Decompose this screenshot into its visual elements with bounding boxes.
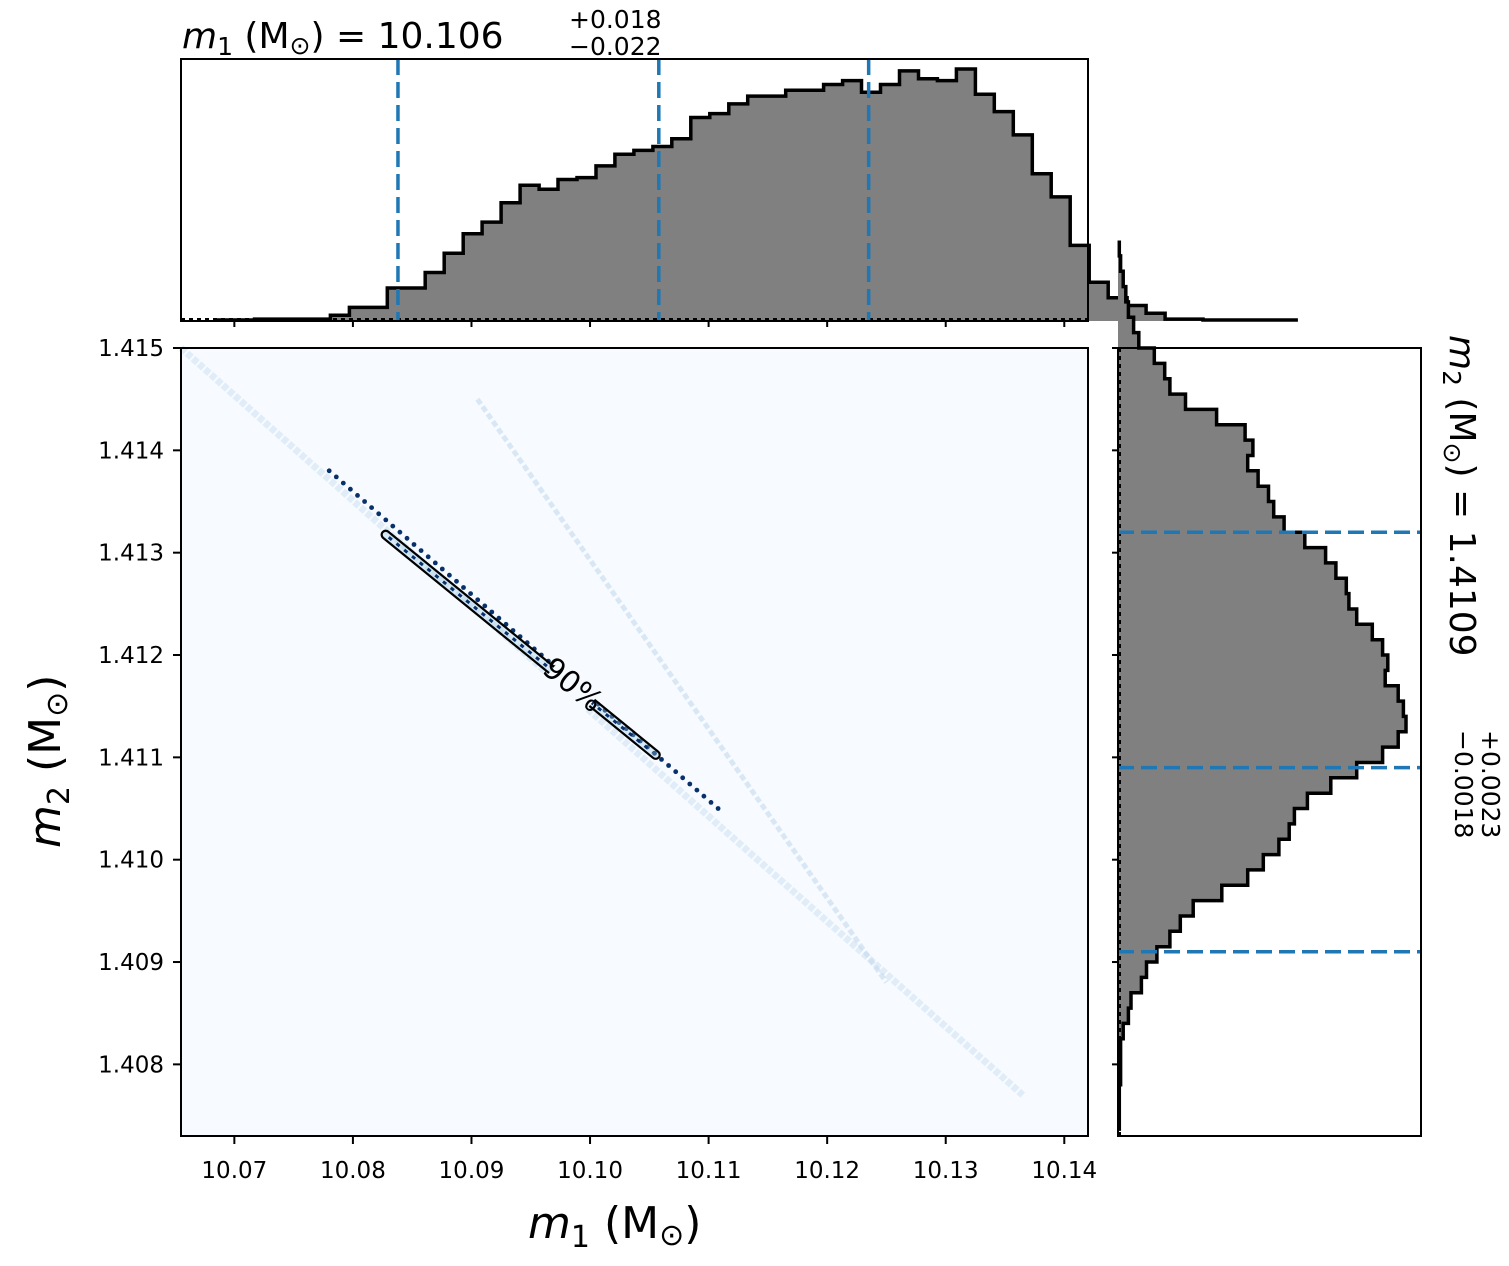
sample-point [362,499,367,504]
top-histogram-fill [216,69,1298,321]
x-tick-label: 10.12 [794,1158,860,1184]
y-tick-label: 1.409 [98,950,164,976]
sample-point [673,769,679,775]
x-tick-label: 10.07 [201,1158,267,1184]
y-tick-label: 1.413 [98,541,164,567]
title-sun-symbol: ⊙ [290,31,311,60]
sample-point [482,603,488,609]
right-label-m-symbol: m [1441,335,1482,370]
sample-point [404,535,410,541]
sample-point [694,787,700,793]
sample-point [376,511,382,517]
right-label-plus-error: +0.0023 [1476,730,1505,838]
sample-point [425,554,431,560]
title-unit-open: (M [233,16,290,57]
sample-point [432,560,438,566]
contour-90-inner [387,536,654,754]
sample-point [418,548,424,553]
right-panel-frame [1117,347,1422,1137]
ylabel-subscript: 2 [42,786,77,805]
right-label-subscript: 2 [1437,370,1466,386]
contour-label-gap-fill [541,656,603,715]
sample-point [666,763,671,768]
sample-point [475,597,481,603]
top-marginal-histogram [180,58,1298,327]
sample-point [383,517,389,523]
sample-point [333,474,339,480]
xlabel-m-symbol: m [528,1198,571,1249]
top-histogram-step [216,67,1298,322]
right-marginal-histogram [1112,240,1422,1137]
x-tick-label: 10.09 [439,1158,505,1184]
sample-point [326,468,332,474]
right-label-minus-error: −0.0018 [1449,730,1478,838]
right-label-unit-open: (M [1441,386,1482,443]
x-tick-label: 10.08 [320,1158,386,1184]
right-histogram-step [1117,240,1408,1131]
y-tick-label: 1.408 [98,1052,164,1078]
density-ridge-core [475,397,889,984]
sample-point [496,615,502,621]
x-tick-label: 10.13 [913,1158,979,1184]
top-title-plus-error: +0.018 [569,5,662,34]
sample-point [659,757,664,762]
x-tick-label: 10.11 [676,1158,742,1184]
title-m-subscript: 1 [217,32,233,61]
title-unit-close: ) = [311,16,378,57]
x-tick-label: 10.10 [557,1158,623,1184]
xlabel-sun-symbol: ⊙ [659,1218,684,1253]
top-title-minus-error: −0.022 [569,32,662,61]
xlabel-subscript: 1 [571,1220,590,1255]
sample-point [447,572,452,578]
joint-posterior-heatmap: 90%10.07 10.08 10.09 10.10 10.11 10.12 10.13 10… [98,336,1097,1184]
ylabel-unit-open: (M [20,717,71,786]
y-tick-label: 1.412 [98,643,164,669]
contour-label-gap [541,656,603,715]
sample-point [687,781,693,787]
title-m-symbol: m [182,16,217,57]
right-histogram-fill [1118,240,1406,1131]
sample-point [652,750,657,756]
right-panel-label: m2 (M⊙) = 1.4109 [1437,335,1482,657]
right-label-median: 1.4109 [1441,531,1482,657]
density-ridge [178,345,1026,1098]
y-axis-label: m2 (M⊙) [20,675,77,848]
top-panel-frame [180,58,1089,322]
y-tick-label: 1.414 [98,438,164,464]
title-median: 10.106 [378,16,504,57]
xlabel-unit-open: (M [590,1198,659,1249]
y-tick-label: 1.415 [98,336,164,362]
sample-point [715,806,721,811]
joint-panel-frame [180,347,1089,1137]
sample-point [355,493,360,498]
sample-point [454,578,459,584]
sample-point [397,529,403,535]
sample-point [390,523,396,529]
top-panel-title: m1 (M⊙) = 10.106 [182,16,504,61]
sample-point [340,480,346,486]
sample-point [411,542,417,547]
ylabel-sun-symbol: ⊙ [40,692,75,717]
ylabel-unit-close: ) [20,675,71,692]
sample-point [439,566,445,572]
x-tick-label: 10.14 [1031,1158,1097,1184]
sample-point [468,591,473,596]
sample-point [701,793,707,799]
sample-point [680,775,686,781]
y-tick-label: 1.411 [98,745,164,771]
sample-point [461,585,466,590]
right-label-unit-close: ) = [1441,464,1482,531]
sample-point [369,505,374,510]
x-axis-label: m1 (M⊙) [528,1198,701,1255]
y-tick-label: 1.410 [98,848,164,874]
sample-point [489,609,495,615]
sample-point [348,486,353,492]
right-label-sun-symbol: ⊙ [1438,443,1467,464]
ylabel-m-symbol: m [20,805,71,848]
xlabel-unit-close: ) [684,1198,701,1249]
sample-point [708,800,714,805]
